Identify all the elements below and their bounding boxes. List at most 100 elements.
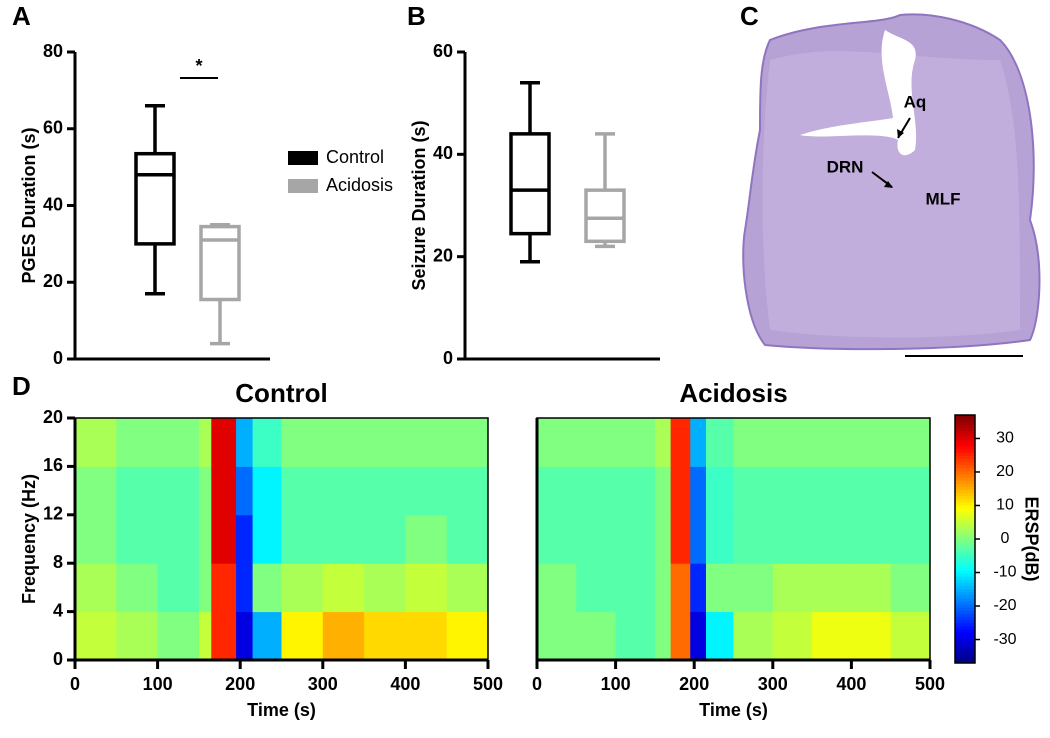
heatmap-cell [405, 466, 448, 516]
heatmap-cell [364, 418, 406, 467]
heatmap-cell [281, 418, 324, 467]
colorbar-segment [955, 585, 975, 590]
heatmap-cell [615, 514, 656, 564]
colorbar-segment [955, 601, 975, 605]
colorbar-segment [955, 560, 975, 565]
colorbar-segment [955, 424, 975, 428]
colorbar-segment [955, 613, 975, 617]
y-tick-label: 0 [53, 348, 63, 368]
arrowhead [897, 129, 904, 138]
heatmap-cell [75, 563, 117, 613]
heatmap-cell [733, 466, 774, 516]
colorbar-segment [955, 616, 975, 621]
colorbar-segment [955, 489, 975, 493]
heatmap-cell [322, 466, 365, 516]
colorbar-segment [955, 625, 975, 630]
heatmap-cell [851, 514, 892, 564]
heatmap-cell [364, 514, 406, 564]
heatmap-cell [322, 563, 365, 613]
colorbar-segment [955, 427, 975, 431]
colorbar-segment [955, 473, 975, 478]
heatmap-cell [705, 514, 734, 564]
heatmap-cell [615, 418, 656, 467]
colorbar-segment [955, 430, 975, 435]
y-tick-label: 60 [43, 118, 63, 138]
heatmap-cell [116, 611, 159, 661]
y-tick-label: 60 [433, 41, 453, 61]
colorbar-segment [955, 415, 975, 419]
heatmap-cell [236, 563, 254, 613]
colorbar-segment [955, 542, 975, 546]
colorbar-segment [955, 566, 975, 571]
x-tick-label: 200 [225, 674, 255, 694]
heatmap-cell [198, 418, 212, 467]
heatmap-cell [252, 466, 282, 516]
colorbar-segment [955, 557, 975, 562]
arrowhead [884, 181, 893, 188]
heatmap-cell [236, 514, 254, 564]
colorbar-tick-label: 30 [996, 430, 1014, 447]
heatmap-cell [537, 418, 577, 467]
heatmap-cell [405, 563, 448, 613]
heatmap-cell [812, 563, 852, 613]
colorbar-segment [955, 563, 975, 568]
heatmap-cell [690, 563, 707, 613]
colorbar-segment [955, 650, 975, 655]
box [509, 132, 551, 236]
heatmap-cell [733, 611, 774, 661]
heatmap-cell [75, 611, 117, 661]
heatmap-cell [812, 418, 852, 467]
heatmap-cell [75, 418, 117, 467]
heatmap-cell [116, 563, 159, 613]
legend-swatch [288, 151, 318, 165]
colorbar-segment [955, 467, 975, 472]
colorbar-segment [955, 591, 975, 596]
legend-label: Control [326, 147, 384, 167]
heatmap-cell [281, 466, 324, 516]
colorbar-segment [955, 504, 975, 509]
heatmap-cell [890, 418, 931, 467]
heatmap-cell [670, 563, 691, 613]
colorbar-segment [955, 656, 975, 661]
histology [742, 13, 1041, 357]
heatmap-cell [772, 514, 813, 564]
heatmap-cell [211, 563, 237, 613]
heatmap-cell [116, 466, 159, 516]
colorbar-segment [955, 439, 975, 444]
anatomy-label: Aq [904, 92, 927, 111]
heatmap-cell [364, 563, 406, 613]
heatmap-cell [364, 466, 406, 516]
heatmap-cell [198, 466, 212, 516]
colorbar-segment [955, 520, 975, 524]
colorbar-segment [955, 641, 975, 645]
heatmap-cell [812, 514, 852, 564]
colorbar-segment [955, 526, 975, 531]
heatmap-cell [576, 418, 617, 467]
y-tick-label: 20 [43, 271, 63, 291]
heatmap-cell [446, 418, 489, 467]
colorbar-tick-label: 0 [1001, 530, 1010, 547]
colorbar-tick-label: -10 [993, 564, 1016, 581]
heatmap-cell [670, 514, 691, 564]
colorbar-tick-label: 20 [996, 463, 1014, 480]
colorbar-segment [955, 498, 975, 503]
heatmap-cell [75, 466, 117, 516]
aqueduct [800, 30, 917, 156]
heatmap-cell [116, 418, 159, 467]
colorbar-segment [955, 579, 975, 583]
heatmap-cell [198, 611, 212, 661]
x-axis-label: Time (s) [247, 700, 316, 720]
heatmap-cell [772, 466, 813, 516]
heatmap-cell [281, 563, 324, 613]
x-tick-label: 200 [679, 674, 709, 694]
colorbar-segment [955, 545, 975, 549]
heatmap-cell [236, 611, 254, 661]
heatmap-cell [322, 418, 365, 467]
colorbar-segment [955, 638, 975, 642]
heatmap-cell [851, 611, 892, 661]
heatmap-cell [615, 611, 656, 661]
colorbar-segment [955, 455, 975, 459]
heatmap-cell [690, 418, 707, 467]
x-tick-label: 500 [473, 674, 503, 694]
colorbar-segment [955, 486, 975, 490]
